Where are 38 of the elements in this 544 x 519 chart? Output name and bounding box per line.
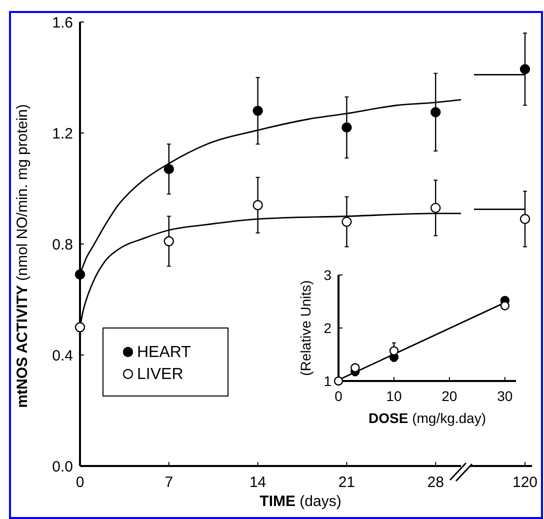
y-tick-label: 0.4: [52, 347, 73, 364]
point: [342, 216, 352, 227]
point: [164, 164, 174, 174]
x-tick-label: 0: [334, 388, 343, 404]
point: [350, 363, 360, 372]
y-tick-label: 2: [324, 320, 332, 336]
y-tick-label: 1.2: [52, 125, 73, 142]
x-tick-label: 10: [386, 388, 402, 404]
x-tick-label: 14: [249, 474, 266, 491]
y-tick-label: 1: [324, 372, 332, 389]
x-axis-title: TIME (days): [260, 493, 342, 510]
point: [164, 236, 174, 246]
point: [342, 122, 352, 133]
y-tick-label: 0.8: [52, 236, 73, 254]
point: [334, 376, 344, 386]
x-tick-label: 28: [427, 474, 444, 491]
x-tick-label: 21: [338, 474, 356, 491]
point: [252, 200, 263, 210]
x-tick-label: 30: [497, 388, 513, 404]
point: [430, 202, 441, 214]
x-axis-title: DOSE (mg/kg.day): [368, 410, 486, 426]
point: [430, 107, 441, 118]
point: [74, 269, 86, 280]
point: [74, 322, 86, 332]
point: [389, 346, 399, 356]
y-tick-label: 0.0: [52, 458, 73, 476]
legend-label: LIVER: [137, 366, 184, 383]
x-tick-label: 120: [512, 474, 538, 491]
y-tick-label: 3: [324, 266, 332, 283]
y-axis-title: mtNOS ACTIVITY (nmol NO/min. mg protein): [14, 104, 31, 408]
legend-label: HEART: [137, 344, 192, 361]
x-tick-label: 0: [76, 474, 84, 491]
point: [500, 301, 510, 310]
x-tick-label: 20: [442, 388, 458, 404]
y-tick-label: 1.6: [52, 14, 73, 32]
y-axis-title: (Relative Units): [298, 280, 314, 376]
point: [252, 106, 263, 116]
x-tick-label: 7: [164, 474, 174, 491]
